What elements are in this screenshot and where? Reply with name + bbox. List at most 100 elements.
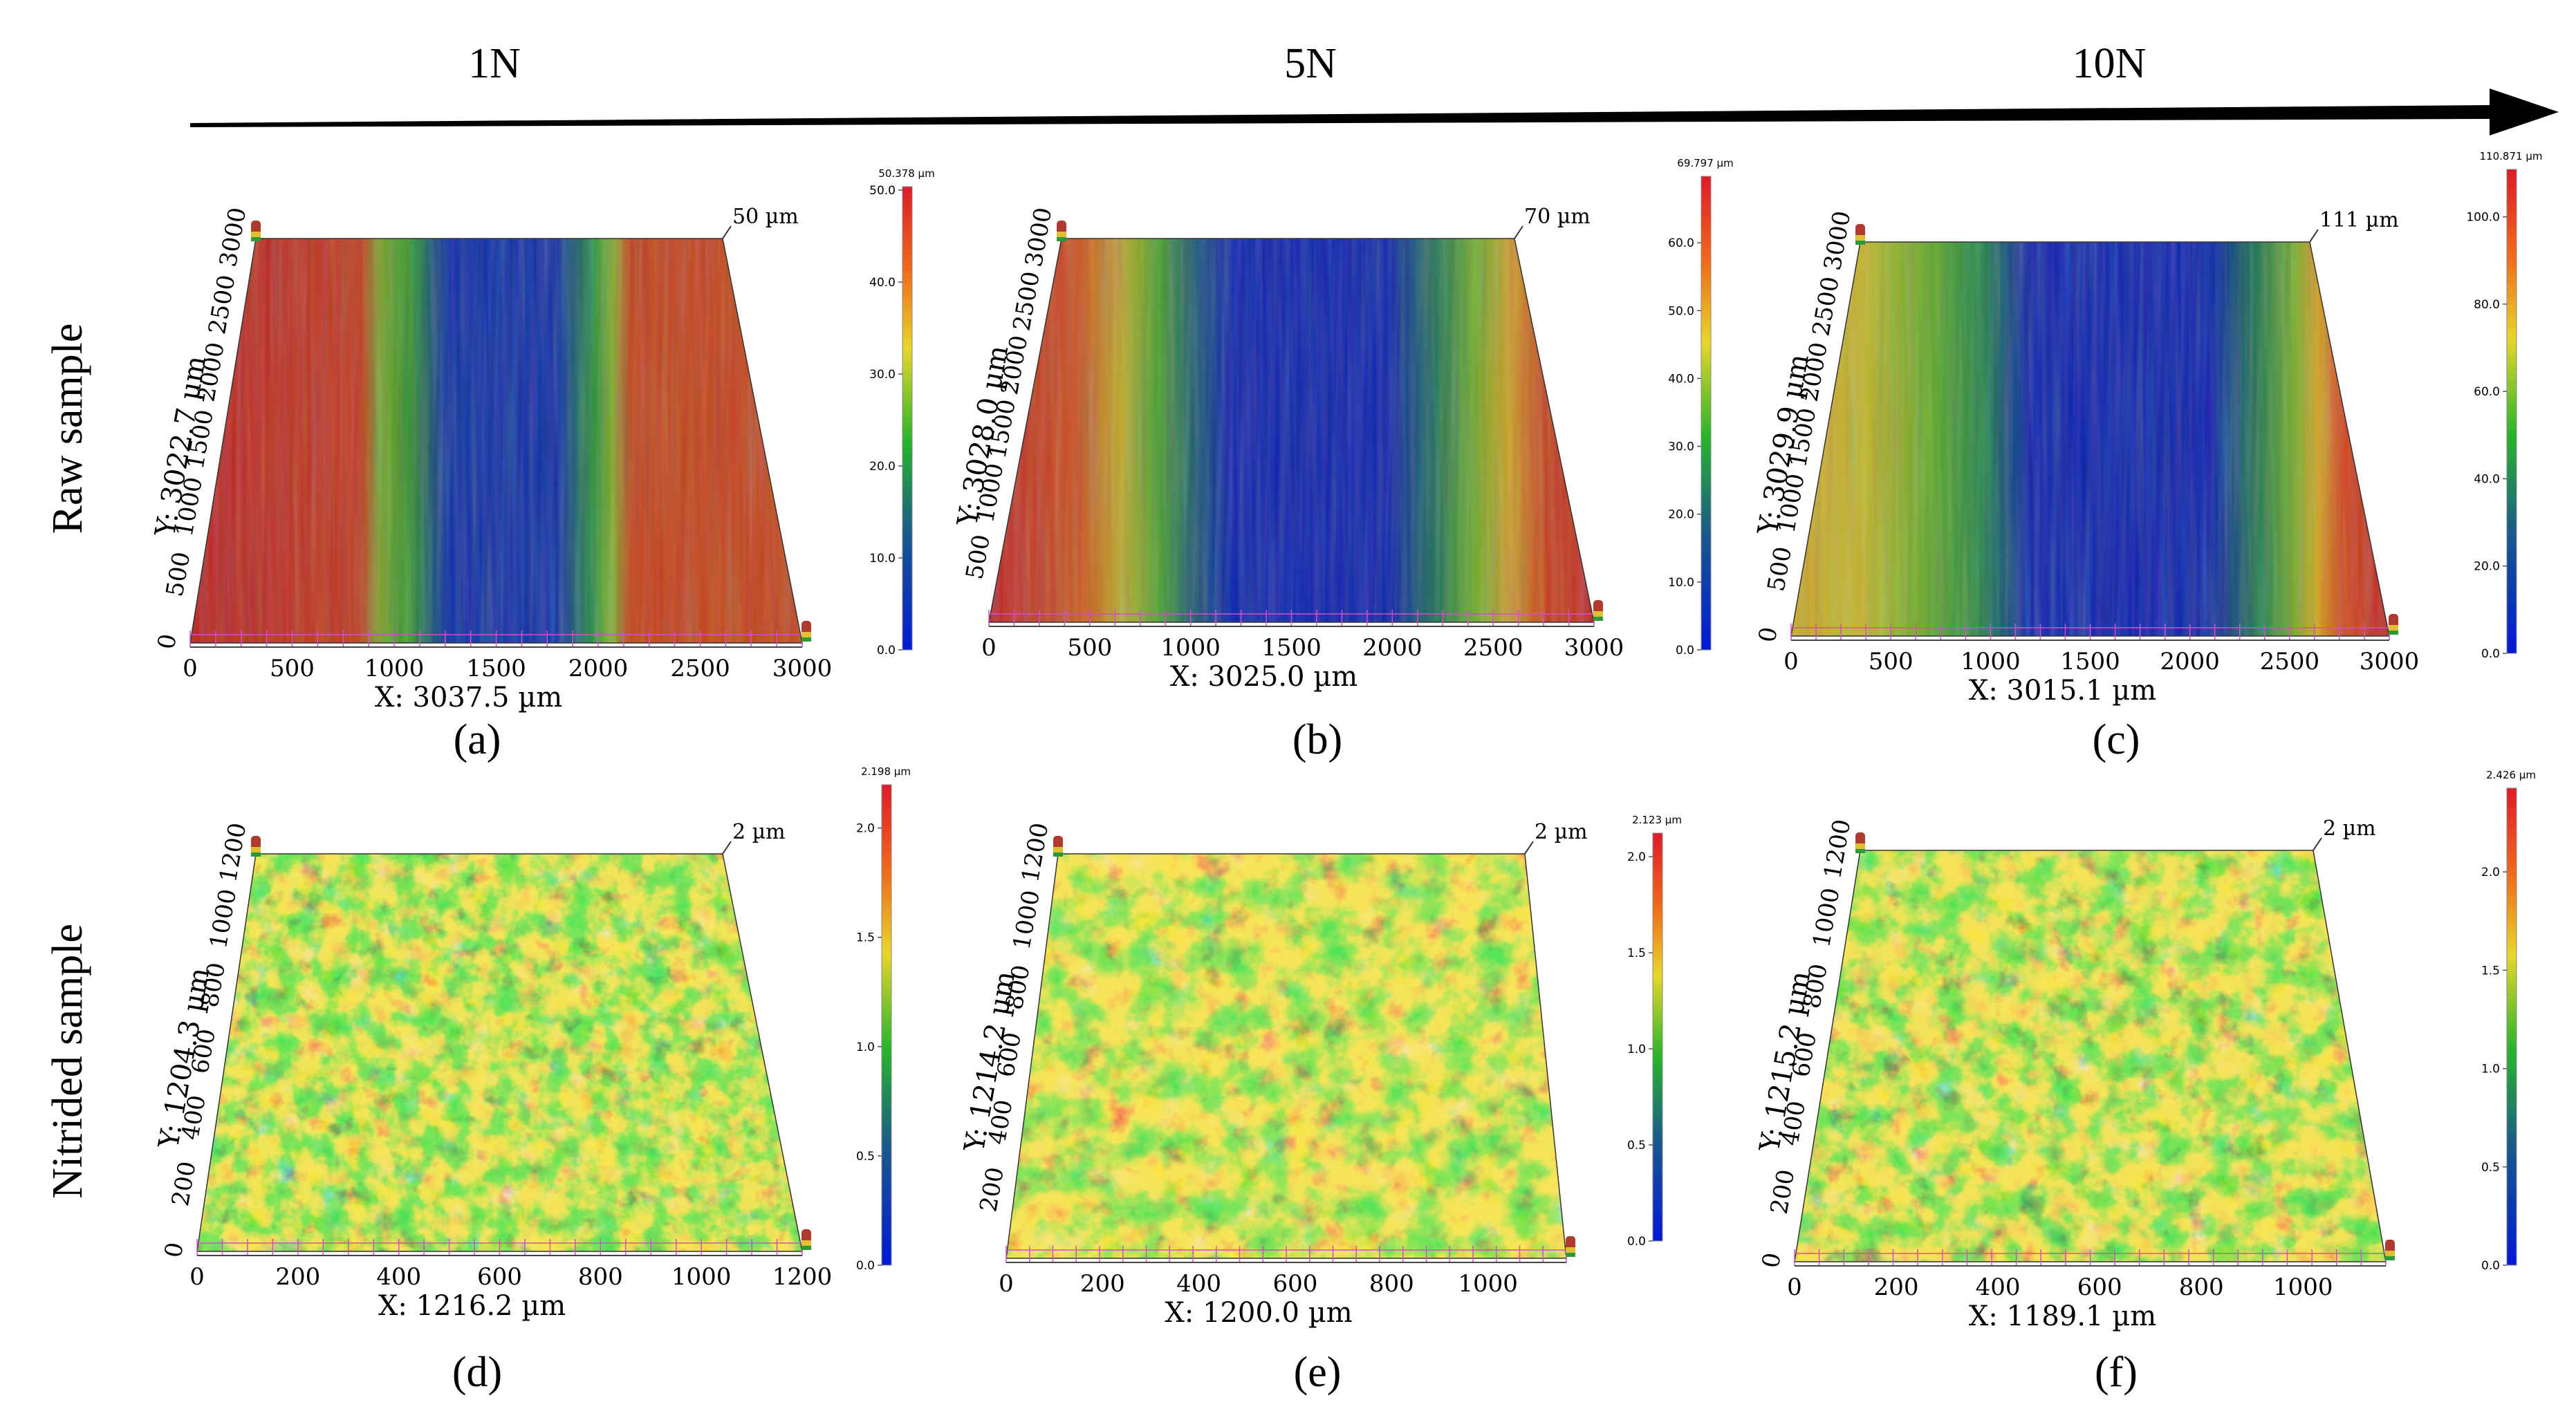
y-tick-label: 0 [160,1240,189,1260]
colorbar-tick-label: 60.0 [2474,385,2500,399]
colorbar-tick-label: 2.0 [2481,866,2500,879]
colorbar: 2.123 µm 0.0 0.5 1.0 1.5 2.0 [1627,814,1682,1249]
x-tick-label: 3000 [772,655,833,682]
x-axis-label: X: 3037.5 µm [375,682,562,713]
panel-letter: (c) [2093,716,2140,763]
colorbar-tick-label: 30.0 [869,368,896,382]
x-tick-label: 800 [578,1263,623,1291]
colorbar-tick-label: 0.0 [877,644,896,657]
colorbar-tick-label: 1.0 [2481,1063,2500,1076]
x-tick-label: 0 [1787,1273,1802,1301]
x-tick-label: 500 [1869,648,1914,675]
colorbar-tick-label: 0.0 [1627,1235,1646,1249]
panel-letter: (f) [2095,1349,2138,1396]
x-tick-label: 500 [1067,634,1112,662]
colorbar-tick-label: 1.0 [1627,1043,1646,1056]
colorbar-tick-label: 40.0 [869,276,896,290]
base-grid [1790,624,2390,641]
x-tick-label: 2000 [568,655,629,682]
peak-height-label: 70 µm [1524,205,1591,229]
x-tick-label: 200 [1080,1270,1125,1298]
row-label-raw: Raw sample [44,324,91,534]
y-tick-label: 2500 [203,273,241,337]
x-tick-label: 2000 [1362,634,1423,662]
peak-height-label: 2 µm [2323,817,2376,841]
x-axis-label: X: 1216.2 µm [378,1290,566,1322]
colorbar-tick-label: 0.0 [2481,1259,2500,1273]
axis-marker-icon [801,621,811,642]
force-label-10n: 10N [2073,40,2147,87]
y-tick-label: 3000 [1020,205,1057,269]
surface-map [1791,242,2389,636]
x-tick-label: 200 [1874,1273,1919,1301]
surface-map [190,239,802,643]
y-tick-label: 500 [961,532,996,581]
x-tick-label: 400 [1176,1270,1221,1298]
x-tick-label: 800 [2179,1273,2224,1301]
colorbar-max-label: 2.123 µm [1632,814,1682,826]
y-tick-label: 200 [167,1159,202,1209]
x-axis-label: X: 3015.1 µm [1969,675,2156,707]
colorbar-tick-label: 20.0 [869,460,896,474]
axis-marker-icon [251,221,261,241]
y-tick-label: 3000 [214,205,252,269]
y-tick-label: 0 [1757,1251,1787,1270]
peak-height-label: 50 µm [732,205,799,229]
x-tick-label: 1000 [1961,648,2021,675]
x-tick-label: 1000 [1160,634,1221,662]
axis-marker-icon [1053,836,1063,857]
x-tick-label: 600 [2077,1273,2122,1301]
surface-map [1795,850,2386,1262]
x-tick-label: 3000 [2360,648,2420,675]
colorbar: 2.198 µm 0.0 0.5 1.0 1.5 2.0 [856,765,911,1273]
y-tick-label: 1000 [1808,886,1845,949]
base-grid [988,610,1595,627]
y-tick-label: 1200 [1017,821,1054,884]
base-grid [1006,1246,1567,1263]
x-axis-label: X: 1200.0 µm [1165,1297,1352,1329]
y-tick-label: 0 [1754,625,1783,644]
colorbar-tick-label: 2.0 [1627,850,1646,864]
axis-marker-icon [801,1229,811,1250]
x-tick-label: 1000 [2273,1273,2333,1301]
colorbar-tick-label: 1.5 [2481,964,2500,978]
x-tick-label: 0 [981,634,997,662]
y-tick-label: 2500 [1807,274,1844,338]
base-grid [196,1239,803,1256]
x-tick-label: 0 [999,1270,1014,1298]
colorbar-tick-label: 80.0 [2474,298,2500,312]
x-axis-label: X: 1189.1 µm [1969,1300,2156,1332]
x-tick-label: 600 [477,1263,522,1291]
row-label-nitrided: Nitrided sample [44,924,91,1199]
x-tick-label: 2500 [2260,648,2320,675]
colorbar-tick-label: 40.0 [2474,472,2500,486]
x-tick-label: 1000 [1458,1270,1518,1298]
x-tick-label: 800 [1369,1270,1414,1298]
colorbar-tick-label: 1.0 [856,1041,875,1054]
x-tick-label: 1000 [364,655,425,682]
x-tick-label: 2500 [670,655,730,682]
colorbar-tick-label: 0.0 [2481,647,2500,661]
x-tick-label: 1000 [671,1263,732,1291]
x-tick-label: 1500 [2060,648,2120,675]
axis-marker-icon [251,836,261,857]
axis-marker-icon [1855,224,1865,245]
panel-letter: (d) [452,1349,502,1396]
x-tick-label: 2500 [1463,634,1523,662]
y-tick-label: 500 [1763,545,1798,594]
panel-letter: (a) [454,716,501,763]
x-tick-label: 0 [1783,648,1799,675]
axis-marker-icon [1057,221,1066,241]
force-arrow [190,88,2559,136]
y-tick-label: 0 [153,632,183,651]
colorbar-tick-label: 50.0 [869,184,896,198]
base-grid [189,631,803,648]
y-tick-label: 200 [1766,1167,1801,1216]
colorbar-max-label: 69.797 µm [1677,157,1733,169]
colorbar-tick-label: 0.0 [1676,644,1694,657]
y-tick-label: 1200 [214,821,252,884]
